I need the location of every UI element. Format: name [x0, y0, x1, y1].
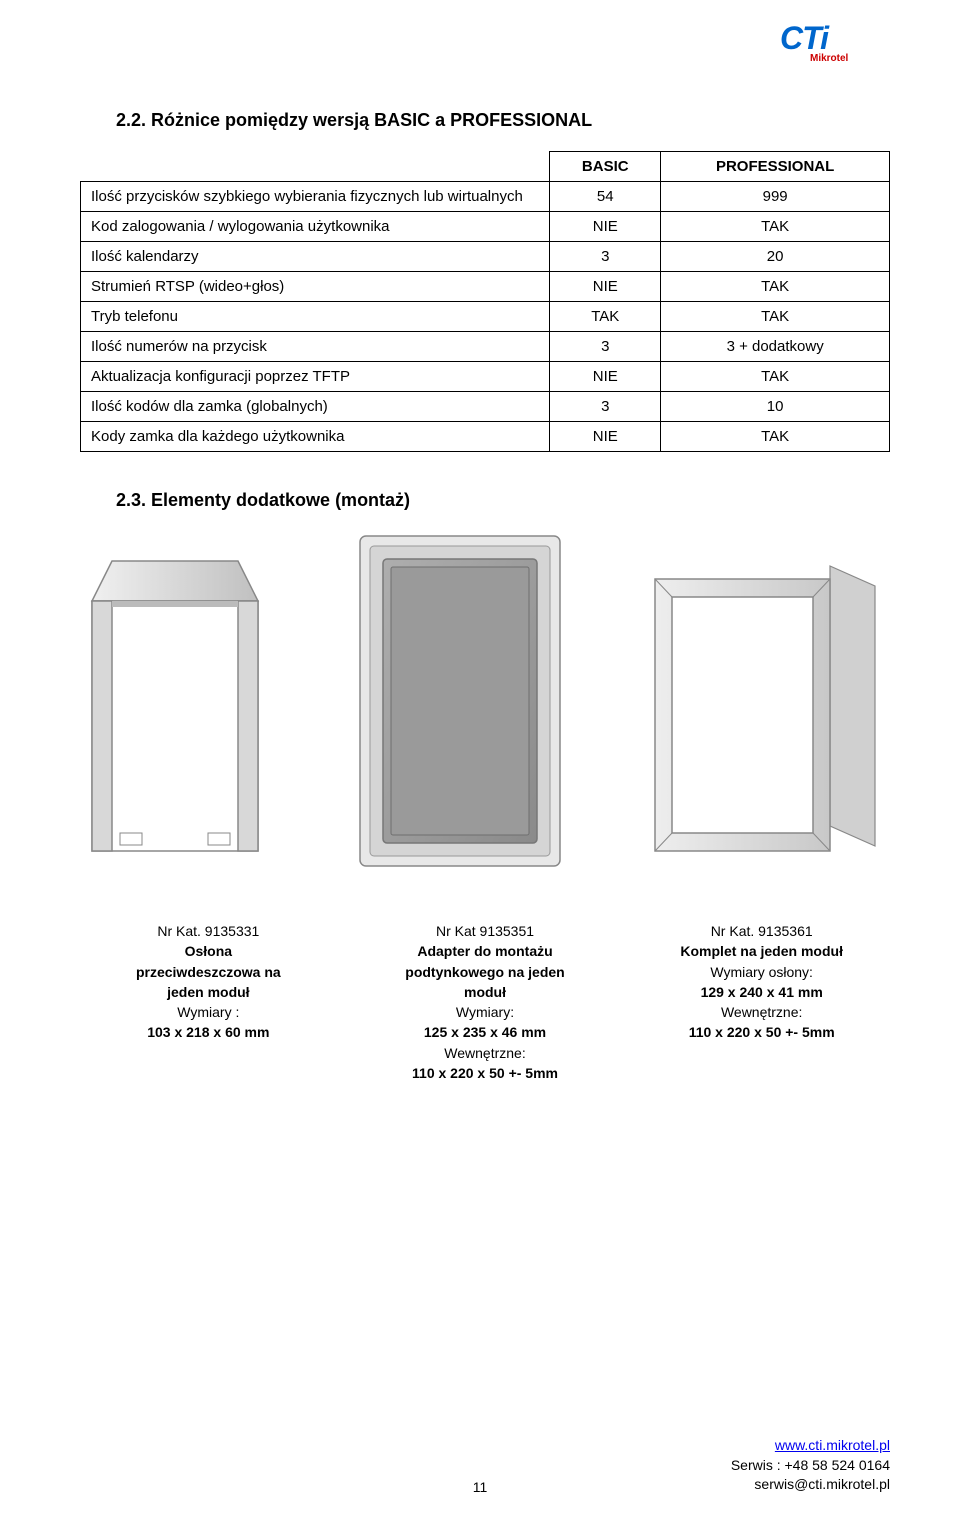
section-2-3: 2.3. Elementy dodatkowe (montaż) — [80, 490, 890, 1083]
table-cell: TAK — [661, 422, 890, 452]
table-cell: NIE — [550, 362, 661, 392]
table-row: Ilość przycisków szybkiego wybierania fi… — [81, 182, 890, 212]
footer-service-email: serwis@cti.mikrotel.pl — [754, 1476, 890, 1492]
product-images-row — [80, 531, 890, 871]
page-content: 2.2. Różnice pomiędzy wersją BASIC a PRO… — [80, 110, 890, 1083]
table-cell: NIE — [550, 212, 661, 242]
table-cell: TAK — [661, 362, 890, 392]
description-line: Nr Kat 9135351 — [357, 921, 614, 941]
footer-link[interactable]: www.cti.mikrotel.pl — [775, 1437, 890, 1453]
description-line: moduł — [357, 982, 614, 1002]
product-description-1: Nr Kat. 9135331Osłonaprzeciwdeszczowa na… — [80, 921, 337, 1083]
table-row: Tryb telefonuTAKTAK — [81, 302, 890, 332]
description-line: Adapter do montażu — [357, 941, 614, 961]
description-line: Wymiary: — [357, 1002, 614, 1022]
table-cell: 10 — [661, 392, 890, 422]
table-row: Kody zamka dla każdego użytkownikaNIETAK — [81, 422, 890, 452]
table-cell: 3 — [550, 332, 661, 362]
table-header-professional: PROFESSIONAL — [661, 152, 890, 182]
description-line: Wewnętrzne: — [357, 1043, 614, 1063]
description-line: Wymiary : — [80, 1002, 337, 1022]
table-cell: NIE — [550, 422, 661, 452]
table-cell: Aktualizacja konfiguracji poprzez TFTP — [81, 362, 550, 392]
table-cell: 20 — [661, 242, 890, 272]
description-line: Nr Kat. 9135361 — [633, 921, 890, 941]
table-cell: 54 — [550, 182, 661, 212]
product-image-rainshield — [90, 551, 270, 871]
table-cell: TAK — [661, 212, 890, 242]
table-cell: 3 — [550, 392, 661, 422]
description-line: 129 x 240 x 41 mm — [633, 982, 890, 1002]
frame-icon — [650, 561, 880, 871]
table-row: Ilość numerów na przycisk33 + dodatkowy — [81, 332, 890, 362]
description-line: 110 x 220 x 50 +- 5mm — [357, 1063, 614, 1083]
table-row: Ilość kalendarzy320 — [81, 242, 890, 272]
product-image-frame — [650, 561, 880, 871]
logo-subtext: Mikrotel — [810, 53, 900, 64]
product-image-flushbox — [355, 531, 565, 871]
section-2-3-heading: 2.3. Elementy dodatkowe (montaż) — [116, 490, 890, 511]
product-descriptions-row: Nr Kat. 9135331Osłonaprzeciwdeszczowa na… — [80, 921, 890, 1083]
flushbox-icon — [355, 531, 565, 871]
table-cell: TAK — [661, 272, 890, 302]
description-line: podtynkowego na jeden — [357, 962, 614, 982]
description-line: przeciwdeszczowa na — [80, 962, 337, 982]
section-2-2-heading: 2.2. Różnice pomiędzy wersją BASIC a PRO… — [116, 110, 890, 131]
table-header-empty — [81, 152, 550, 182]
comparison-table: BASIC PROFESSIONAL Ilość przycisków szyb… — [80, 151, 890, 452]
table-cell: Ilość numerów na przycisk — [81, 332, 550, 362]
table-header-basic: BASIC — [550, 152, 661, 182]
table-row: Ilość kodów dla zamka (globalnych)310 — [81, 392, 890, 422]
table-cell: NIE — [550, 272, 661, 302]
description-line: Wewnętrzne: — [633, 1002, 890, 1022]
description-line: Komplet na jeden moduł — [633, 941, 890, 961]
table-header-row: BASIC PROFESSIONAL — [81, 152, 890, 182]
table-row: Strumień RTSP (wideo+głos)NIETAK — [81, 272, 890, 302]
footer-service-phone: Serwis : +48 58 524 0164 — [731, 1457, 890, 1473]
description-line: 103 x 218 x 60 mm — [80, 1022, 337, 1042]
description-line: Wymiary osłony: — [633, 962, 890, 982]
brand-logo: CTi Mikrotel — [780, 20, 900, 70]
description-line: 125 x 235 x 46 mm — [357, 1022, 614, 1042]
table-cell: 3 + dodatkowy — [661, 332, 890, 362]
table-cell: Ilość kalendarzy — [81, 242, 550, 272]
table-cell: Kod zalogowania / wylogowania użytkownik… — [81, 212, 550, 242]
table-cell: 3 — [550, 242, 661, 272]
logo-text: CTi — [780, 20, 828, 56]
table-cell: Strumień RTSP (wideo+głos) — [81, 272, 550, 302]
page-footer: www.cti.mikrotel.pl Serwis : +48 58 524 … — [731, 1436, 890, 1495]
table-cell: TAK — [661, 302, 890, 332]
table-cell: Ilość kodów dla zamka (globalnych) — [81, 392, 550, 422]
table-cell: TAK — [550, 302, 661, 332]
description-line: Nr Kat. 9135331 — [80, 921, 337, 941]
table-cell: Tryb telefonu — [81, 302, 550, 332]
description-line: Osłona — [80, 941, 337, 961]
table-cell: Ilość przycisków szybkiego wybierania fi… — [81, 182, 550, 212]
table-cell: 999 — [661, 182, 890, 212]
description-line: 110 x 220 x 50 +- 5mm — [633, 1022, 890, 1042]
page-number: 11 — [473, 1479, 488, 1495]
rainshield-icon — [90, 551, 270, 871]
table-row: Aktualizacja konfiguracji poprzez TFTPNI… — [81, 362, 890, 392]
product-description-2: Nr Kat 9135351Adapter do montażupodtynko… — [357, 921, 614, 1083]
table-row: Kod zalogowania / wylogowania użytkownik… — [81, 212, 890, 242]
table-cell: Kody zamka dla każdego użytkownika — [81, 422, 550, 452]
product-description-3: Nr Kat. 9135361Komplet na jeden modułWym… — [633, 921, 890, 1083]
description-line: jeden moduł — [80, 982, 337, 1002]
